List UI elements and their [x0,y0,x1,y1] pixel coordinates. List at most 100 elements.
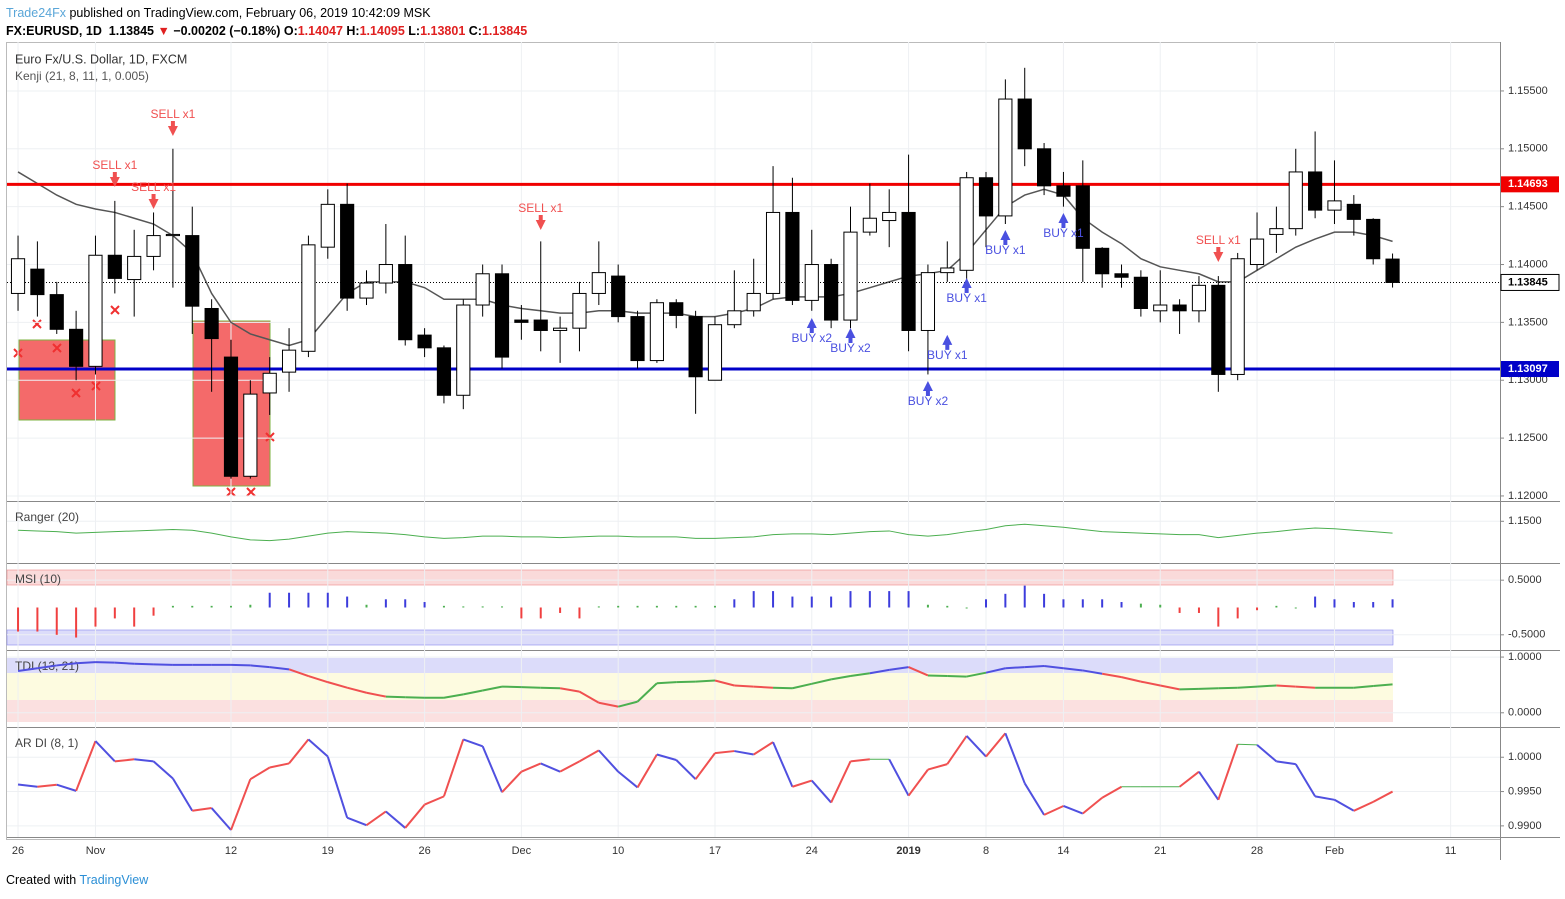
footer: Created with TradingView [6,873,148,887]
candle-body [688,316,703,378]
msi-bar [404,599,407,608]
y-tick-label: 1.14000 [1508,258,1548,270]
msi-bar [1120,602,1123,608]
candle-body [746,292,761,312]
indicator-segment [753,685,774,689]
indicator-segment [792,779,813,788]
indicator-segment [694,752,716,780]
candle-body [727,310,742,326]
x-tick-label: 10 [612,845,624,857]
msi-bar [268,592,271,608]
y-tick-label: 1.0000 [1508,751,1542,763]
tdi-lower-band [7,700,1393,722]
msi-bar [326,592,329,608]
indicator-segment [946,735,968,765]
indicator-segment [172,778,194,812]
x-tick-label: 14 [1057,845,1069,857]
msi-bar [36,607,39,632]
msi-bar [1178,607,1181,613]
tdi-mid-band [7,673,1393,700]
signal-arrow [167,121,178,137]
signal-label: SELL x1 [150,107,195,121]
candle-body [456,304,471,396]
indicator-segment [559,760,580,773]
msi-bar [713,605,716,608]
indicator-segment [1237,743,1258,746]
candle-body [1056,185,1071,197]
candle-body [514,319,529,323]
indicator-segment [734,750,754,756]
indicator-segment [385,810,406,829]
msi-bar [752,591,755,608]
indicator-segment [326,756,349,818]
indicator-segment [442,739,465,797]
candle-body [1211,284,1226,375]
brand[interactable]: TradingView [79,873,149,887]
candle-body [959,177,974,271]
o: 1.14047 [297,24,343,38]
indicator-segment [307,738,329,758]
indicator-segment [17,783,38,788]
msi-bar [539,607,542,619]
y-tick-label: 1.13500 [1508,316,1548,328]
indicator-segment [95,661,115,664]
change: −0.00202 (−0.18%) [173,24,281,38]
indicator-segment [1314,795,1335,801]
msi-bar [94,607,97,627]
candle-body [185,235,200,307]
indicator-segment [1276,684,1296,688]
indicator-segment [1333,798,1355,812]
indicator-segment [598,701,619,708]
indicator-segment [288,738,310,765]
indicator-segment [134,662,154,666]
msi-bar [346,596,349,608]
msi-bar [442,605,445,608]
author[interactable]: Trade24Fx [6,6,66,20]
indicator-segment [985,667,1006,674]
indicator-segment [1082,669,1103,675]
candle-body [281,349,297,373]
indicator-segment [850,672,870,678]
msi-bar [423,602,426,608]
signal-label: BUY x1 [927,348,968,362]
signal-label: BUY x1 [946,291,987,305]
indicator-segment [153,663,173,666]
indicator-segment [230,778,252,831]
indicator-segment [656,681,677,685]
candle-body [901,211,916,331]
indicator-segment [1198,687,1219,690]
msi-bar [868,591,871,608]
indicator-segment [578,749,600,763]
candle-body [1075,185,1090,249]
msi-bar [1333,599,1336,608]
indicator-segment [1005,666,1025,670]
candle-body [669,302,684,316]
indicator-segment [462,738,483,748]
msi-bar [1101,599,1104,608]
candle-body [1133,276,1148,309]
indicator-segment [907,768,929,797]
l: 1.13801 [420,24,466,38]
msi-bar [171,605,174,608]
x-tick-label: 28 [1251,845,1263,857]
indicator-segment [1294,763,1316,797]
msi-bar [288,592,291,608]
candle-body [707,324,723,381]
candle-body [262,372,277,394]
indicator-segment [1353,800,1374,812]
msi-bar [1043,593,1046,608]
signal-label: SELL x1 [1196,233,1241,247]
indicator-segment [482,685,503,692]
candle-body [165,233,180,237]
msi-bar [1217,607,1220,627]
pane-title: AR DI (8, 1) [15,736,78,750]
msi-bar [307,592,310,608]
signal-arrow [1000,229,1011,245]
x-tick-label: 17 [709,845,721,857]
indicator-segment [152,760,174,780]
indicator-segment [676,680,696,684]
indicator-segment [501,770,523,793]
msi-bar [655,605,658,608]
x-tick-label: 21 [1154,845,1166,857]
indicator-segment [1101,672,1122,679]
